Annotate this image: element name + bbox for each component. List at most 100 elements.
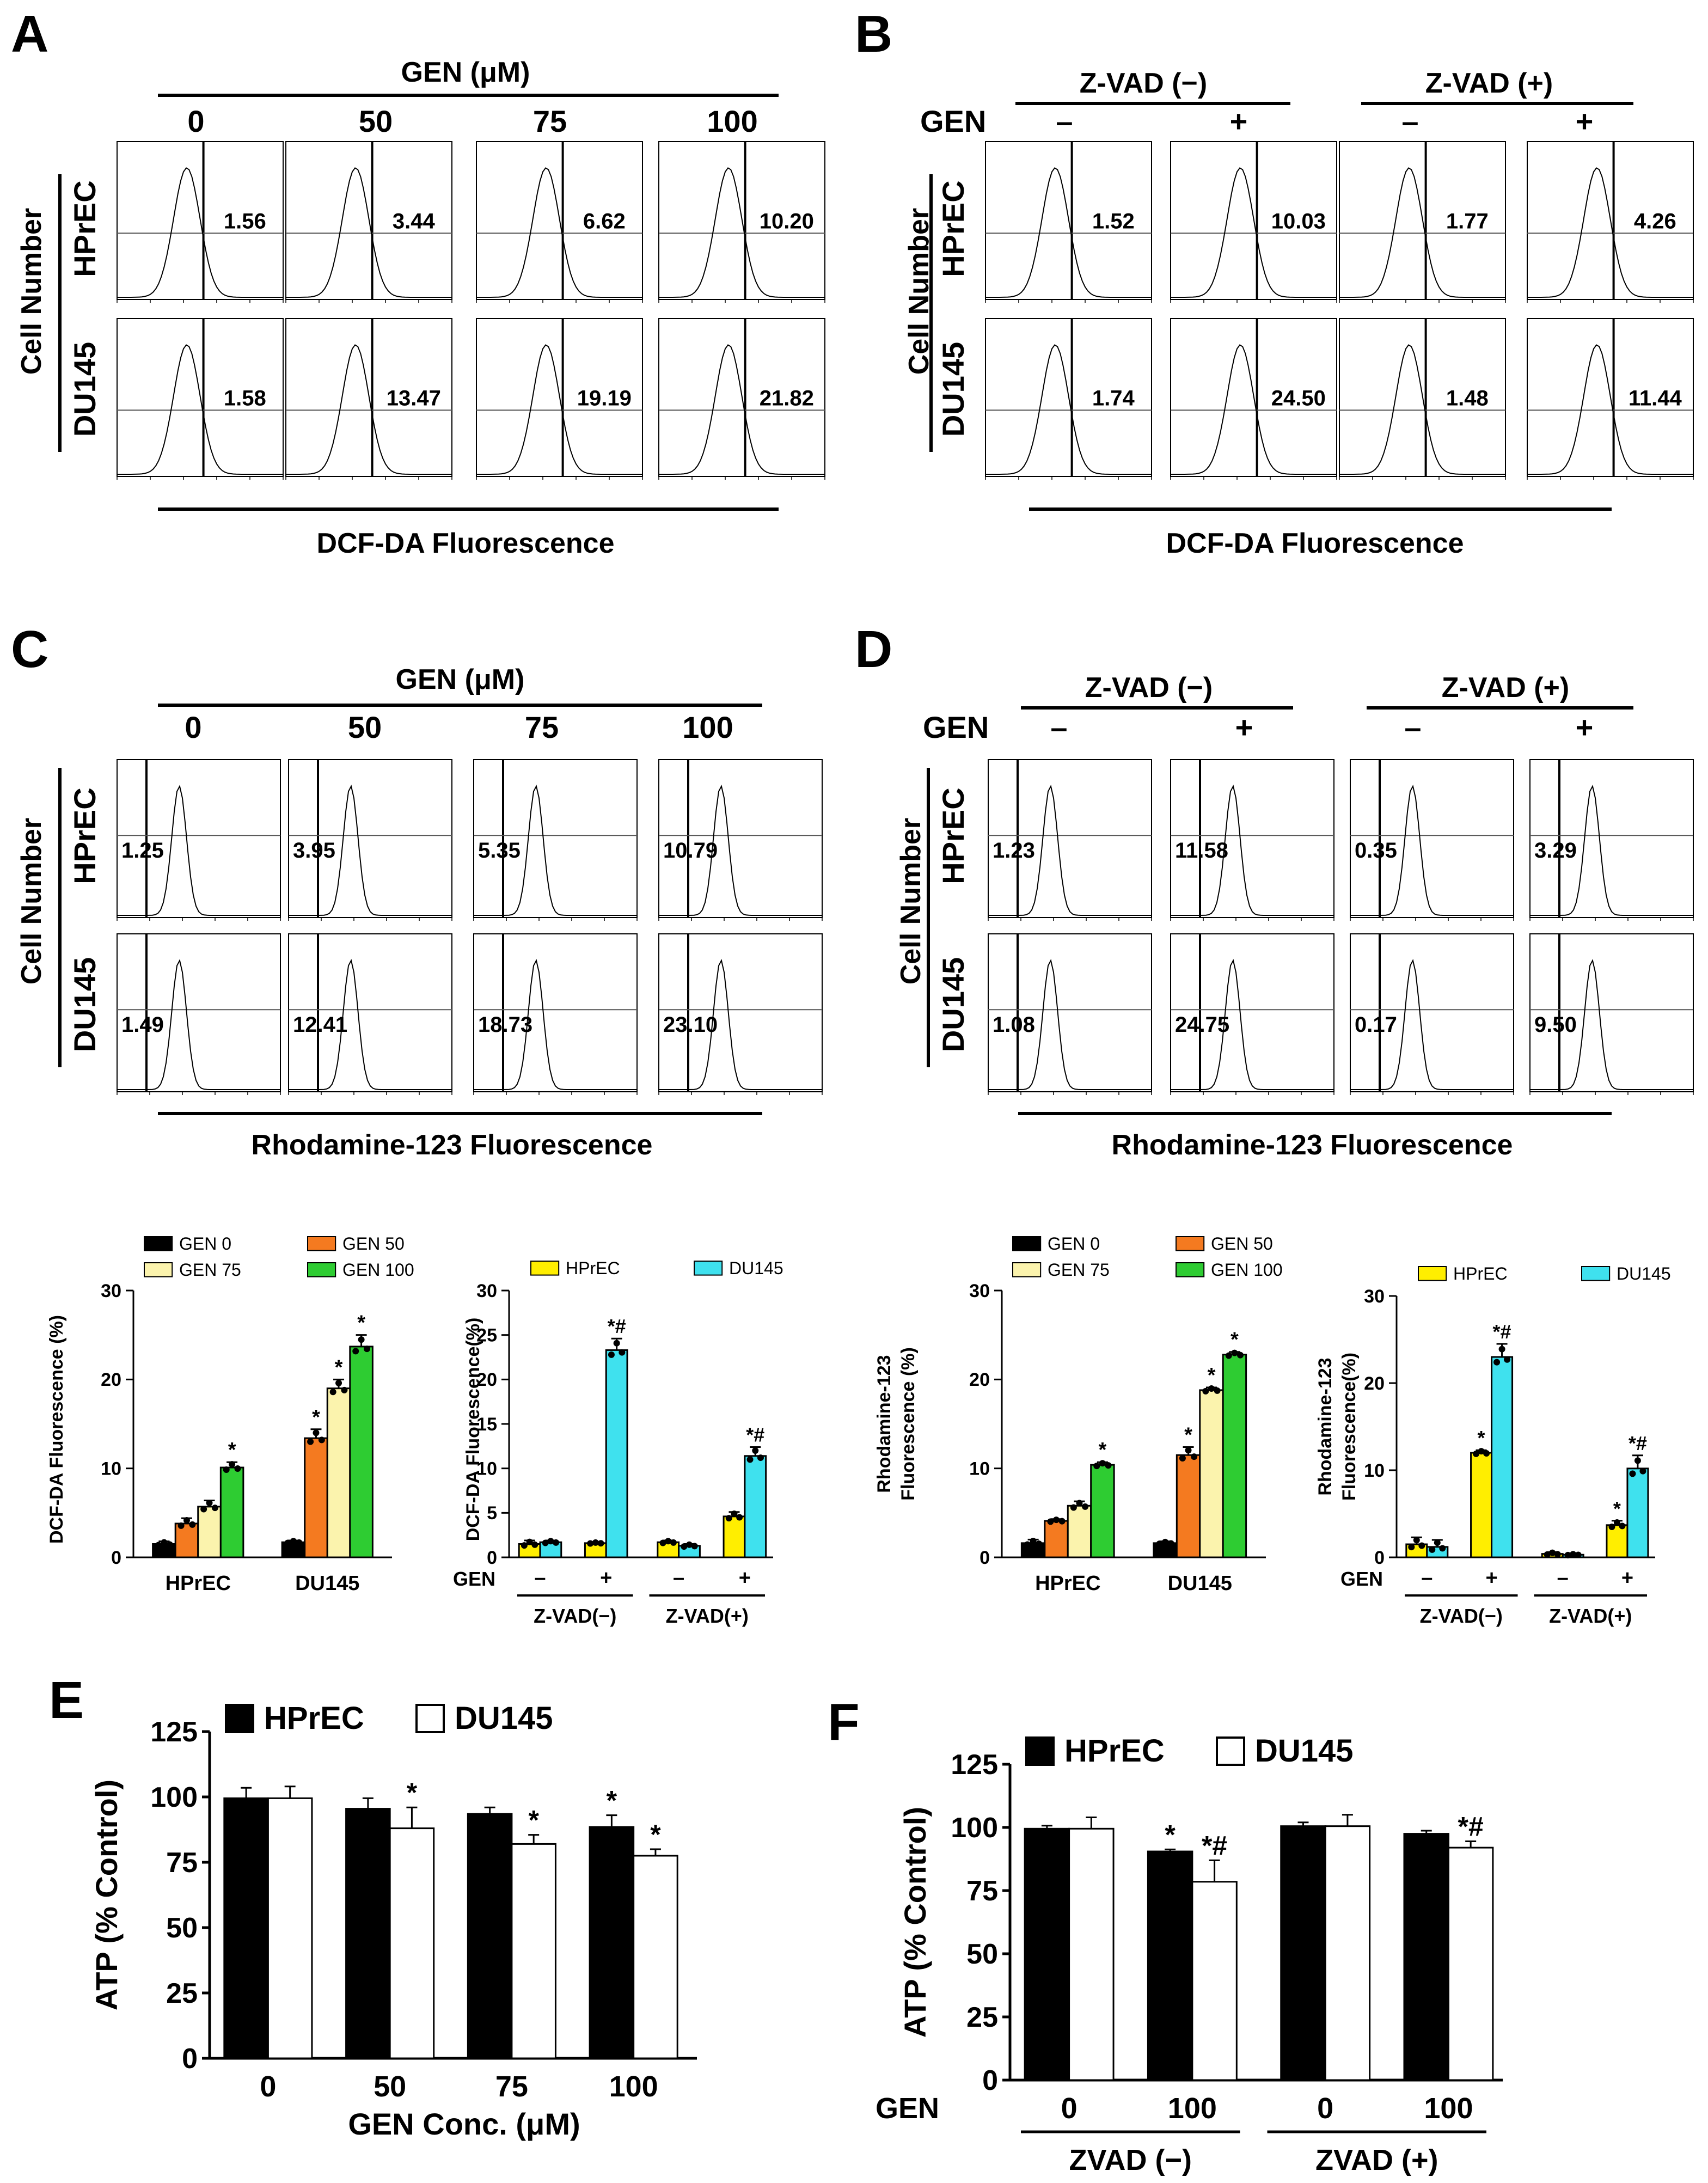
x-category-label: DU145 xyxy=(1168,1572,1232,1595)
gen-row-label: GEN xyxy=(876,2092,939,2125)
data-point xyxy=(681,1543,688,1550)
histogram-curve xyxy=(659,785,822,916)
gen-sign-label: + xyxy=(600,1567,612,1589)
plot-frame xyxy=(1527,318,1694,477)
panel-d-group-1: Z-VAD (+) xyxy=(1442,672,1569,704)
data-point xyxy=(318,1436,325,1444)
legend-swatch xyxy=(307,1262,336,1277)
y-tick-label: 125 xyxy=(150,1716,198,1748)
y-tick-label: 30 xyxy=(969,1281,990,1301)
significance-mark: *# xyxy=(1458,1812,1484,1842)
significance-mark: * xyxy=(1208,1364,1216,1387)
bar xyxy=(1090,1464,1115,1558)
histogram-curve xyxy=(476,344,642,475)
data-point xyxy=(161,1539,168,1546)
data-point xyxy=(166,1541,173,1548)
panel_D-plot-r1-c3: 9.50 xyxy=(1529,933,1694,1095)
data-point xyxy=(1070,1504,1077,1511)
panel-b-gen-label: GEN xyxy=(920,104,986,138)
data-point xyxy=(290,1538,297,1545)
data-point xyxy=(284,1539,291,1546)
panel-b-row-du145: DU145 xyxy=(936,342,970,437)
panel_C-plot-r0-c1: 3.95 xyxy=(288,759,452,921)
histogram-curve xyxy=(289,959,452,1090)
data-point xyxy=(1629,1470,1636,1477)
panel_D-plot-r0-c2: 0.35 xyxy=(1350,759,1514,921)
data-point xyxy=(587,1540,594,1547)
panel-a-header: GEN (μM) xyxy=(401,57,530,88)
plot-frame xyxy=(117,318,284,477)
y-tick-label: 5 xyxy=(487,1503,497,1524)
significance-mark: * xyxy=(228,1439,236,1462)
data-point xyxy=(1053,1517,1060,1524)
data-point xyxy=(1162,1538,1169,1545)
y-axis-label: DCF-DA Fluorescence(%) xyxy=(463,1318,483,1542)
data-point xyxy=(592,1539,599,1546)
legend-label: HPrEC xyxy=(264,1701,364,1736)
legend-label: GEN 0 xyxy=(1048,1234,1100,1253)
legend-swatch xyxy=(530,1261,560,1276)
y-tick-label: 10 xyxy=(476,1459,497,1479)
legend-label: HPrEC xyxy=(1453,1264,1508,1283)
data-point xyxy=(1179,1455,1186,1462)
significance-mark: * xyxy=(407,1777,418,1808)
panel_A-plot-r1-c3: 21.82 xyxy=(658,318,825,480)
plot-frame xyxy=(1529,759,1694,918)
legend-swatch xyxy=(307,1236,336,1251)
bar xyxy=(389,1827,435,2059)
data-point xyxy=(526,1538,533,1545)
gated-percent-value: 12.41 xyxy=(293,1013,347,1037)
histogram-curve xyxy=(286,167,452,298)
histogram-curve xyxy=(1339,344,1505,475)
histogram-curve xyxy=(988,785,1152,916)
bar xyxy=(605,1349,628,1558)
data-point xyxy=(341,1386,348,1393)
panel_B-plot-r1-c0: 1.74 xyxy=(985,318,1152,480)
significance-mark: * xyxy=(1613,1497,1621,1520)
data-point xyxy=(531,1541,538,1548)
panel-c-col-0: 0 xyxy=(185,710,201,744)
histogram-curve xyxy=(1171,959,1334,1090)
panel-label-a: A xyxy=(11,5,48,63)
plot-frame xyxy=(1350,933,1514,1092)
bar xyxy=(197,1506,222,1558)
data-point xyxy=(1549,1549,1556,1556)
bar xyxy=(1068,1827,1115,2081)
significance-mark: * xyxy=(312,1406,320,1429)
gated-percent-value: 10.79 xyxy=(663,839,718,863)
histogram-curve xyxy=(1350,959,1514,1090)
panel-a-ylabel: Cell Number xyxy=(16,208,47,375)
panel_C-plot-r1-c3: 23.10 xyxy=(658,933,823,1095)
bar xyxy=(267,1797,313,2059)
gated-percent-value: 1.49 xyxy=(121,1013,164,1037)
x-category-label: HPrEC xyxy=(166,1572,231,1595)
plot-frame xyxy=(658,933,823,1092)
gated-percent-value: 4.26 xyxy=(1634,210,1676,234)
significance-mark: * xyxy=(650,1819,661,1850)
data-point xyxy=(1554,1551,1561,1558)
legend-swatch xyxy=(1581,1266,1611,1281)
gen-row-label: GEN xyxy=(1340,1568,1383,1590)
panel_C-plot-r0-c0: 1.25 xyxy=(117,759,281,921)
significance-mark: * xyxy=(1165,1819,1176,1850)
x-category-label: 100 xyxy=(609,2070,658,2103)
gated-percent-value: 1.58 xyxy=(224,387,266,411)
bar xyxy=(1176,1454,1201,1558)
y-tick-label: 20 xyxy=(1364,1373,1385,1394)
panel-c-col-1: 50 xyxy=(348,710,382,744)
bar xyxy=(633,1855,678,2059)
gated-percent-value: 3.44 xyxy=(393,210,436,234)
panel-label-e: E xyxy=(49,1671,84,1729)
significance-mark: *# xyxy=(1493,1320,1511,1343)
data-point xyxy=(206,1500,213,1507)
y-tick-label: 0 xyxy=(1374,1548,1385,1568)
chart-C-bar-dcf: 0 10 20 30 * HPrEC * * * DU145 DCF-DA Fluorescence… xyxy=(46,1234,414,1595)
histogram-curve xyxy=(476,167,642,298)
panel_C-plot-r0-c2: 5.35 xyxy=(473,759,638,921)
gen-row-label: GEN xyxy=(453,1568,495,1590)
data-point xyxy=(211,1505,218,1512)
panel-c-row-hprec: HPrEC xyxy=(68,787,102,884)
chart-C-bar-dcf-zvad: 0 5 10 15 20 25 30 – *# + – *# + GEN Z-VAD(−) Z-VAD(+) D… xyxy=(453,1258,783,1627)
panel-d-ylabel: Cell Number xyxy=(895,818,927,985)
y-tick-label: 10 xyxy=(969,1459,990,1479)
